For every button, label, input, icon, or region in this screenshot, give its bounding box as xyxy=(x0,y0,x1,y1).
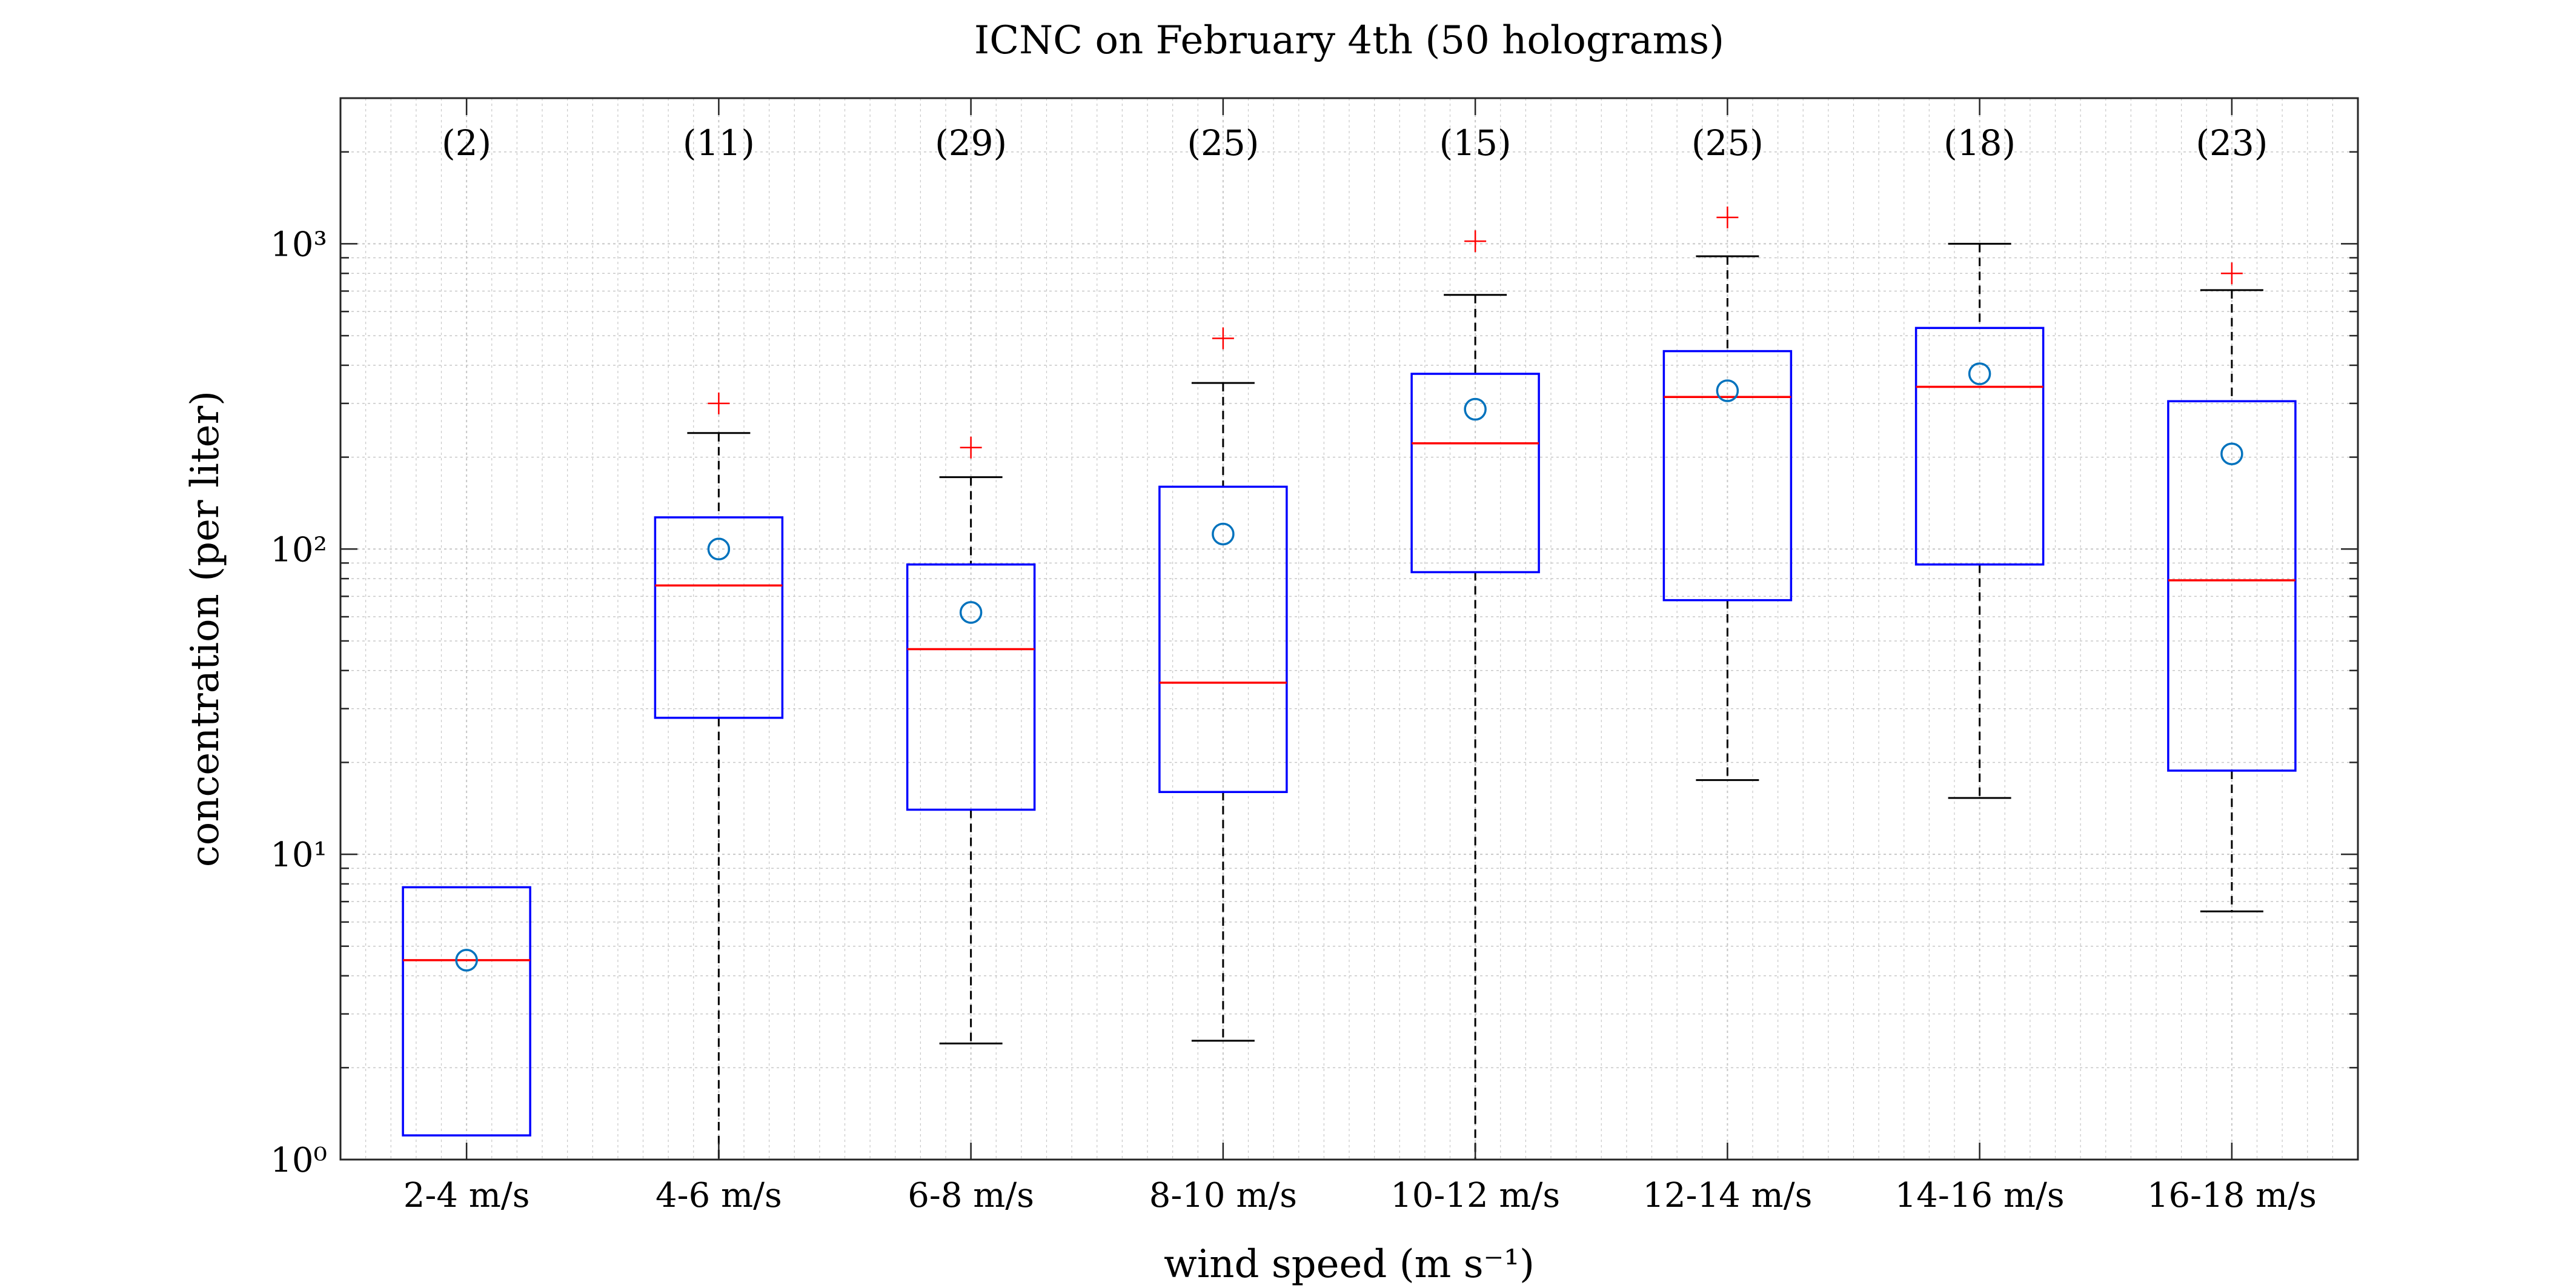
y-tick-label: 10¹ xyxy=(270,835,327,875)
y-tick-label: 10² xyxy=(270,530,327,569)
y-tick-label: 10⁰ xyxy=(270,1141,327,1180)
y-tick-label: 10³ xyxy=(270,225,327,264)
plot-area: (2) (11) (29) (25) (15) (25) (18) (23) xyxy=(402,122,2297,1160)
outlier-marker xyxy=(1716,206,1739,228)
mean-marker xyxy=(1968,362,1991,385)
mean-marker xyxy=(959,601,983,624)
box-iqr xyxy=(1914,327,2045,566)
x-tick-label: 10-12 m/s xyxy=(1390,1176,1560,1215)
x-tick-label: 14-16 m/s xyxy=(1895,1176,2065,1215)
box-iqr xyxy=(1158,485,1288,794)
mean-marker xyxy=(1716,379,1739,402)
count-label: (25) xyxy=(1691,122,1764,164)
outlier-marker xyxy=(1464,230,1487,253)
outlier-marker xyxy=(708,392,730,414)
outlier-marker xyxy=(2220,262,2243,285)
x-tick-label: 16-18 m/s xyxy=(2147,1176,2317,1215)
mean-marker xyxy=(1212,522,1235,546)
mean-marker xyxy=(1464,397,1487,421)
mean-marker xyxy=(707,537,731,561)
grid-lines xyxy=(340,98,2358,1160)
count-label: (23) xyxy=(2196,122,2268,164)
x-axis-label: wind speed (m s⁻¹) xyxy=(1164,1242,1535,1287)
count-label: (18) xyxy=(1944,122,2016,164)
x-tick-label: 8-10 m/s xyxy=(1149,1176,1297,1215)
y-axis-label: concentration (per liter) xyxy=(183,391,228,867)
box-iqr xyxy=(1410,373,1540,574)
x-tick-label: 6-8 m/s xyxy=(908,1176,1034,1215)
box-iqr xyxy=(2167,400,2297,772)
count-label: (25) xyxy=(1187,122,1259,164)
chart-title: ICNC on February 4th (50 holograms) xyxy=(974,18,1724,63)
mean-marker xyxy=(2220,442,2243,465)
box-iqr xyxy=(906,563,1036,811)
count-label: (11) xyxy=(683,122,755,164)
count-label: (29) xyxy=(935,122,1007,164)
mean-marker xyxy=(455,949,478,972)
plot-frame xyxy=(339,97,2359,1161)
box-iqr xyxy=(1662,350,1793,602)
x-tick-label: 2-4 m/s xyxy=(403,1176,530,1215)
box-iqr xyxy=(402,886,531,1137)
box-iqr xyxy=(654,516,784,719)
axes: 10⁰ 10¹ 10² 10³ 2-4 m/s 4-6 m/s 6-8 m/s 8-10 m/… xyxy=(270,97,2358,1215)
x-tick-label: 4-6 m/s xyxy=(656,1176,782,1215)
count-label: (2) xyxy=(442,122,491,164)
outlier-marker xyxy=(960,436,982,459)
count-label: (15) xyxy=(1439,122,1512,164)
outlier-marker xyxy=(1212,327,1234,350)
x-tick-label: 12-14 m/s xyxy=(1642,1176,1812,1215)
